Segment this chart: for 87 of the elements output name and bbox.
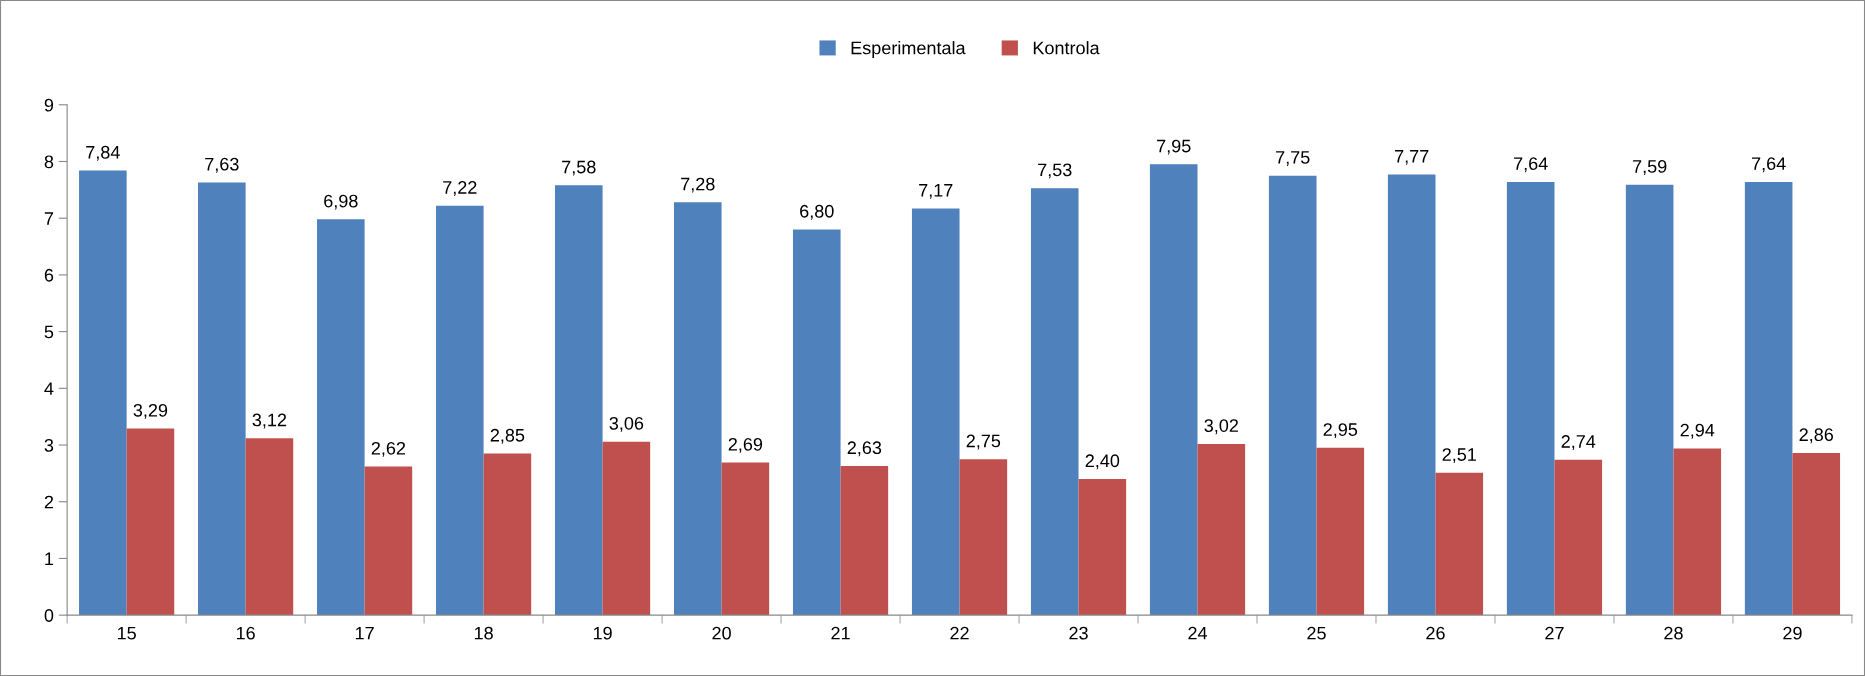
x-tick-label: 25 <box>1307 626 1326 640</box>
data-label: 2,40 <box>1085 454 1120 470</box>
data-label: 7,17 <box>919 184 953 199</box>
bar <box>602 441 651 616</box>
data-label: 2,75 <box>966 434 1001 450</box>
y-tick-label: 2 <box>44 495 54 509</box>
y-tick-label: 7 <box>44 212 54 225</box>
data-label: 7,64 <box>1752 157 1786 173</box>
y-tick-label: 1 <box>45 552 54 565</box>
x-tick-label: 27 <box>1545 626 1564 640</box>
bar <box>721 462 770 616</box>
data-label: 7,58 <box>562 160 596 176</box>
x-tick-label: 29 <box>1783 626 1802 640</box>
data-label: 2,51 <box>1442 448 1476 464</box>
x-tick-label: 20 <box>712 626 731 640</box>
bar <box>1316 447 1365 616</box>
bar <box>436 205 484 616</box>
bar <box>483 453 532 616</box>
bar <box>554 185 603 616</box>
data-label: 3,12 <box>252 413 287 429</box>
data-label: 7,59 <box>1633 160 1667 175</box>
x-tick-label: 19 <box>593 626 612 640</box>
bar <box>840 466 889 616</box>
data-label: 2,85 <box>490 428 525 444</box>
bar <box>126 428 175 616</box>
x-tick-label: 17 <box>355 626 374 640</box>
x-tick-label: 22 <box>950 626 969 640</box>
data-label: 3,29 <box>133 403 168 419</box>
bar <box>1506 181 1555 616</box>
x-tick-label: 15 <box>117 626 136 640</box>
data-label: 7,64 <box>1514 157 1548 173</box>
data-label: 2,69 <box>728 437 763 453</box>
bar <box>245 438 294 616</box>
bar <box>673 202 722 616</box>
legend-label: Kontrola <box>1033 41 1100 55</box>
x-tick-label: 16 <box>236 626 255 640</box>
bar <box>1554 459 1603 616</box>
y-tick-label: 3 <box>44 438 54 452</box>
x-tick-label: 18 <box>474 626 493 640</box>
bar <box>1435 472 1484 616</box>
data-label: 2,74 <box>1561 435 1596 451</box>
data-label: 7,75 <box>1276 151 1310 166</box>
bar <box>317 219 365 616</box>
data-label: 3,06 <box>609 416 644 432</box>
data-label: 7,77 <box>1395 150 1429 165</box>
x-tick-label: 26 <box>1426 626 1445 640</box>
data-label: 7,22 <box>443 181 477 196</box>
bar <box>1268 175 1317 616</box>
bar <box>1744 181 1793 616</box>
data-label: 7,53 <box>1038 163 1072 179</box>
data-label: 7,28 <box>681 177 715 193</box>
data-label: 7,95 <box>1157 139 1191 155</box>
y-tick-label: 4 <box>44 382 54 395</box>
bar <box>198 182 246 616</box>
data-label: 2,95 <box>1323 423 1358 439</box>
data-label: 2,94 <box>1680 423 1715 439</box>
bar <box>792 229 841 616</box>
y-tick-label: 6 <box>44 268 54 282</box>
data-label: 2,63 <box>847 441 882 457</box>
bar <box>1078 479 1127 616</box>
x-tick-label: 24 <box>1188 626 1208 640</box>
y-tick-label: 8 <box>44 155 54 169</box>
bar <box>1625 184 1674 616</box>
bar <box>1673 448 1722 616</box>
data-label: 3,02 <box>1204 419 1238 435</box>
data-label: 6,98 <box>324 194 358 210</box>
bar <box>79 170 127 616</box>
x-tick-label: 21 <box>831 626 850 640</box>
data-label: 2,62 <box>371 441 406 457</box>
y-tick-label: 0 <box>44 609 54 622</box>
data-label: 2,86 <box>1799 428 1834 444</box>
x-tick-label: 28 <box>1664 626 1683 640</box>
data-label: 7,84 <box>86 145 120 161</box>
bar <box>364 466 413 616</box>
legend-label: Esperimentala <box>851 41 966 58</box>
bar <box>1387 174 1436 616</box>
bar <box>959 459 1008 616</box>
bar <box>1149 164 1198 616</box>
bar <box>1030 188 1079 616</box>
data-label: 6,80 <box>800 204 834 220</box>
bar <box>1792 452 1841 616</box>
bar <box>911 208 960 616</box>
x-tick-label: 23 <box>1069 626 1088 640</box>
y-tick-label: 5 <box>44 325 54 339</box>
y-tick-label: 9 <box>44 98 54 112</box>
bar <box>1197 443 1246 616</box>
data-label: 7,63 <box>205 157 239 173</box>
